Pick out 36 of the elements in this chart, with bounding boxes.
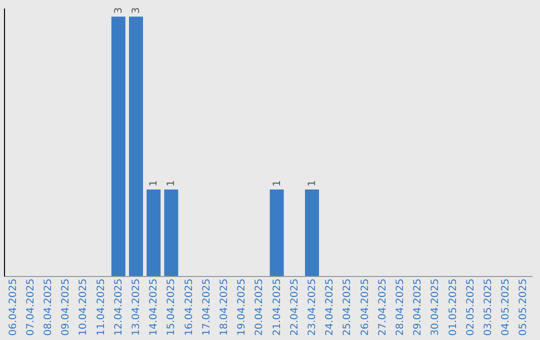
x-tick-label: 17.04.2025 <box>201 278 212 336</box>
x-tick-label: 15.04.2025 <box>166 278 178 336</box>
x-tick-label: 21.04.2025 <box>272 278 283 336</box>
x-tick-label: 29.04.2025 <box>412 278 424 336</box>
data-label: 1 <box>148 180 160 187</box>
x-tick-label: 30.04.2025 <box>430 278 442 336</box>
x-tick-label: 18.04.2025 <box>219 278 230 336</box>
x-tick-label: 16.04.2025 <box>184 278 195 336</box>
x-tick-label: 23.04.2025 <box>307 278 318 336</box>
x-tick-label: 12.04.2025 <box>113 278 124 336</box>
x-tick-label: 20.04.2025 <box>254 278 266 336</box>
x-tick-label: 24.04.2025 <box>324 278 336 336</box>
x-tick-label: 02.05.2025 <box>465 278 476 336</box>
data-label: 1 <box>272 180 283 187</box>
x-tick-label: 07.04.2025 <box>25 278 36 336</box>
data-label: 3 <box>113 7 124 14</box>
x-tick-label: 08.04.2025 <box>43 278 54 336</box>
x-tick-label: 14.04.2025 <box>148 278 160 336</box>
x-tick-label: 03.05.2025 <box>483 278 494 336</box>
x-tick-label: 04.05.2025 <box>500 278 512 336</box>
x-tick-label: 05.05.2025 <box>518 278 530 336</box>
x-tick-label: 01.05.2025 <box>448 278 459 336</box>
x-tick-label: 06.04.2025 <box>8 278 19 336</box>
x-tick-label: 13.04.2025 <box>131 278 142 336</box>
data-label: 1 <box>166 180 178 187</box>
data-label: 3 <box>131 7 142 14</box>
x-tick-label: 22.04.2025 <box>289 278 300 336</box>
x-tick-label: 19.04.2025 <box>236 278 248 336</box>
x-tick-label: 10.04.2025 <box>78 278 90 336</box>
x-tick-label: 28.04.2025 <box>395 278 406 336</box>
x-tick-label: 09.04.2025 <box>60 278 72 336</box>
x-tick-label: 27.04.2025 <box>377 278 388 336</box>
x-tick-label: 11.04.2025 <box>96 278 107 336</box>
x-tick-label: 25.04.2025 <box>342 278 354 336</box>
data-label: 1 <box>307 180 318 187</box>
x-tick-label: 26.04.2025 <box>360 278 371 336</box>
